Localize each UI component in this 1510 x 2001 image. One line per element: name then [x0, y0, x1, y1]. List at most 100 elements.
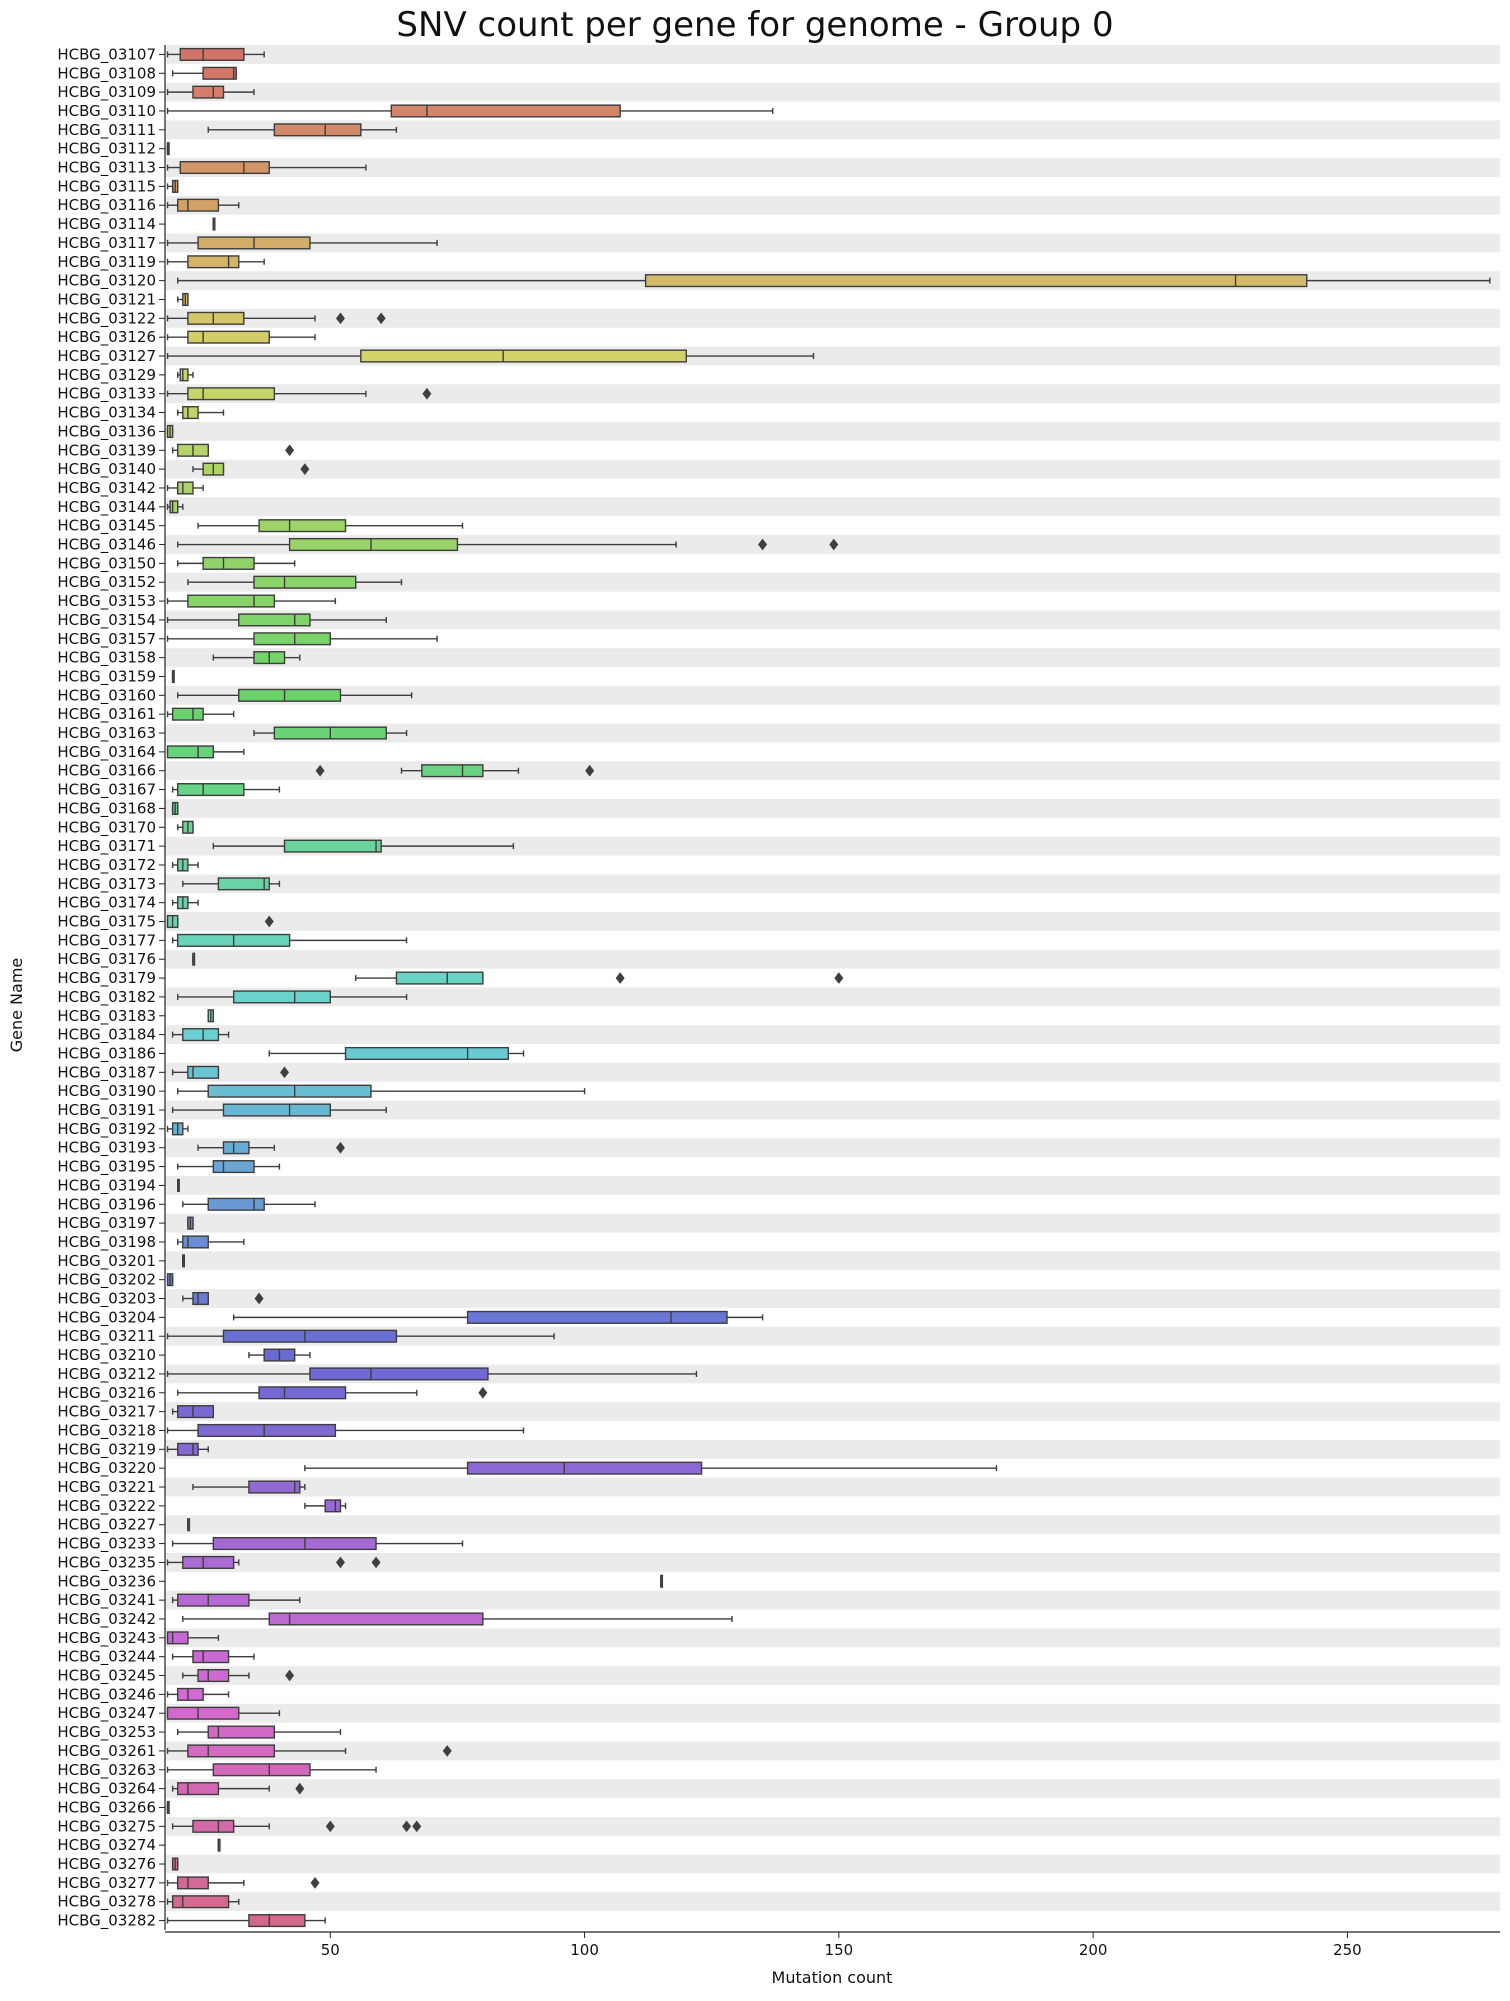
iqr-box [177, 1593, 250, 1607]
boxplot-hcbg-03201 [182, 1254, 186, 1268]
boxplot-hcbg-03139 [171, 443, 295, 457]
y-tick-label: HCBG_03153 [57, 592, 156, 611]
iqr-box [309, 1367, 489, 1381]
y-tick-label: HCBG_03202 [57, 1271, 156, 1290]
outlier-point [585, 764, 595, 777]
y-tick-label: HCBG_03198 [57, 1233, 156, 1252]
row-band [165, 987, 1500, 1007]
boxplot-hcbg-03217 [171, 1405, 215, 1419]
outlier-point [834, 972, 844, 984]
boxplot-hcbg-03282 [166, 1914, 326, 1928]
y-tick-label: HCBG_03136 [57, 422, 156, 441]
boxplot-hcbg-03112 [166, 142, 170, 156]
x-axis-label: Mutation count [772, 1968, 893, 1987]
y-tick-label: HCBG_03146 [57, 536, 156, 555]
y-tick-label: HCBG_03263 [57, 1761, 156, 1780]
y-tick-label: HCBG_03144 [57, 498, 156, 517]
boxplot-hcbg-03144 [166, 500, 184, 514]
boxplot-hcbg-03108 [171, 66, 237, 80]
y-tick-label: HCBG_03242 [57, 1610, 156, 1629]
chart-title: SNV count per gene for genome - Group 0 [396, 5, 1113, 45]
row-band [165, 799, 1500, 818]
y-tick-label: HCBG_03116 [57, 196, 156, 215]
iqr-box [466, 1310, 728, 1324]
y-tick-label: HCBG_03120 [57, 272, 156, 291]
boxplot-hcbg-03117 [166, 236, 438, 250]
boxplot-hcbg-03176 [192, 952, 196, 966]
iqr-box [253, 632, 331, 646]
row-band [165, 949, 1500, 969]
boxplot-hcbg-03167 [171, 783, 281, 797]
y-tick-label: HCBG_03173 [57, 875, 156, 894]
iqr-box [232, 990, 331, 1004]
y-tick-label: HCBG_03277 [57, 1874, 156, 1893]
boxplot-hcbg-03277 [166, 1876, 320, 1890]
y-tick-label: HCBG_03227 [57, 1516, 156, 1535]
iqr-box [187, 311, 245, 325]
boxplot-hcbg-03175 [166, 914, 274, 929]
iqr-box [202, 66, 237, 80]
row-band [165, 1326, 1500, 1346]
outlier-point [478, 1386, 488, 1399]
y-tick-label: HCBG_03204 [57, 1308, 156, 1327]
iqr-box [179, 47, 245, 61]
row-band [165, 120, 1500, 140]
row-band [165, 1251, 1500, 1271]
y-tick-label: HCBG_03190 [57, 1082, 156, 1101]
row-band [165, 158, 1500, 177]
x-tick-label: 100 [570, 1941, 599, 1959]
outlier-point [829, 538, 839, 551]
boxplot-hcbg-03210 [248, 1348, 311, 1362]
y-tick-label: HCBG_03197 [57, 1214, 156, 1233]
iqr-box [192, 85, 225, 99]
boxplot-hcbg-03227 [187, 1518, 191, 1532]
boxplot-hcbg-03120 [177, 274, 1491, 288]
y-tick-label: HCBG_03186 [57, 1044, 156, 1063]
iqr-box [171, 707, 204, 721]
iqr-box [288, 537, 459, 552]
iqr-box [177, 198, 220, 212]
boxplot-hcbg-03154 [166, 613, 387, 627]
iqr-box [166, 745, 215, 759]
boxplot-hcbg-03168 [171, 801, 179, 815]
row-band [165, 610, 1500, 630]
row-band [165, 1553, 1500, 1572]
outlier-point [335, 1141, 345, 1154]
iqr-box [177, 1405, 215, 1419]
iqr-box [177, 1687, 204, 1701]
y-tick-label: HCBG_03253 [57, 1723, 156, 1742]
y-tick-label: HCBG_03201 [57, 1252, 156, 1271]
y-tick-label: HCBG_03266 [57, 1798, 156, 1817]
boxplot-hcbg-03111 [207, 123, 398, 137]
row-band [165, 1741, 1500, 1761]
iqr-box [177, 1876, 209, 1890]
y-tick-label: HCBG_03221 [57, 1478, 156, 1497]
boxplot-hcbg-03127 [166, 349, 815, 363]
x-tick-label: 250 [1333, 1941, 1362, 1959]
iqr-box [248, 1914, 306, 1928]
outlier-point [335, 312, 345, 325]
boxplot-hcbg-03187 [171, 1065, 290, 1079]
y-tick-label: HCBG_03167 [57, 781, 156, 800]
row-band [165, 723, 1500, 743]
y-tick-label: HCBG_03112 [57, 140, 156, 159]
iqr-box [177, 1442, 199, 1456]
y-tick-label: HCBG_03172 [57, 856, 156, 875]
outlier-point [310, 1877, 320, 1889]
y-tick-label: HCBG_03212 [57, 1365, 156, 1384]
y-tick-label: HCBG_03140 [57, 460, 156, 479]
iqr-box [202, 556, 255, 570]
boxplot-hcbg-03152 [187, 575, 403, 589]
boxplot-hcbg-03182 [177, 990, 408, 1004]
iqr-box [166, 1706, 240, 1720]
iqr-box [169, 500, 179, 514]
outlier-point [422, 387, 432, 400]
outlier-point [335, 1556, 345, 1569]
iqr-box [192, 1650, 230, 1664]
boxplot-hcbg-03275 [171, 1819, 422, 1833]
iqr-box [182, 1555, 235, 1569]
boxplot-hcbg-03203 [182, 1291, 264, 1306]
boxplot-hcbg-03204 [232, 1310, 764, 1324]
boxplot-hcbg-03114 [212, 217, 216, 231]
